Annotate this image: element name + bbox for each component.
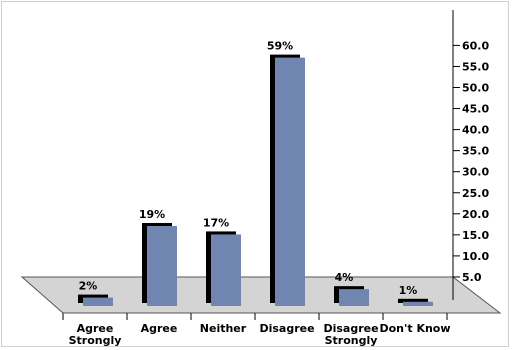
y-tick-label: 5.0 (462, 271, 482, 284)
bar-value-label: 59% (267, 40, 293, 53)
x-tick-label: Neither (200, 322, 247, 335)
y-tick-label: 25.0 (462, 187, 489, 200)
x-tick-label: Don't Know (379, 322, 450, 335)
bar (275, 57, 305, 306)
bar-value-label: 19% (139, 208, 165, 221)
x-tick-label: Strongly (69, 334, 122, 347)
y-tick-label: 20.0 (462, 208, 489, 221)
y-tick-label: 15.0 (462, 229, 489, 242)
x-tick-label: Agree (77, 322, 114, 335)
y-tick-label: 50.0 (462, 82, 489, 95)
bar-value-label: 17% (203, 216, 229, 229)
chart-floor (20, 276, 502, 314)
bar-value-label: 2% (79, 280, 98, 293)
bar (83, 297, 113, 306)
y-tick-label: 30.0 (462, 166, 489, 179)
bar (339, 289, 369, 306)
y-tick-label: 60.0 (462, 39, 489, 52)
bar-shadow (398, 298, 428, 303)
y-tick-label: 40.0 (462, 124, 489, 137)
y-tick-label: 45.0 (462, 103, 489, 116)
y-tick-label: 35.0 (462, 145, 489, 158)
x-tick-label: Strongly (325, 334, 378, 347)
y-tick-label: 10.0 (462, 250, 489, 263)
y-tick-label: 55.0 (462, 60, 489, 73)
bar (147, 226, 177, 306)
bar-value-label: 4% (335, 271, 354, 284)
bar-value-label: 1% (399, 284, 418, 297)
x-tick-label: Agree (141, 322, 178, 335)
x-tick-label: Disagree (259, 322, 314, 335)
bar (211, 234, 241, 306)
bar (403, 301, 433, 306)
x-tick-label: Disagree (323, 322, 378, 335)
